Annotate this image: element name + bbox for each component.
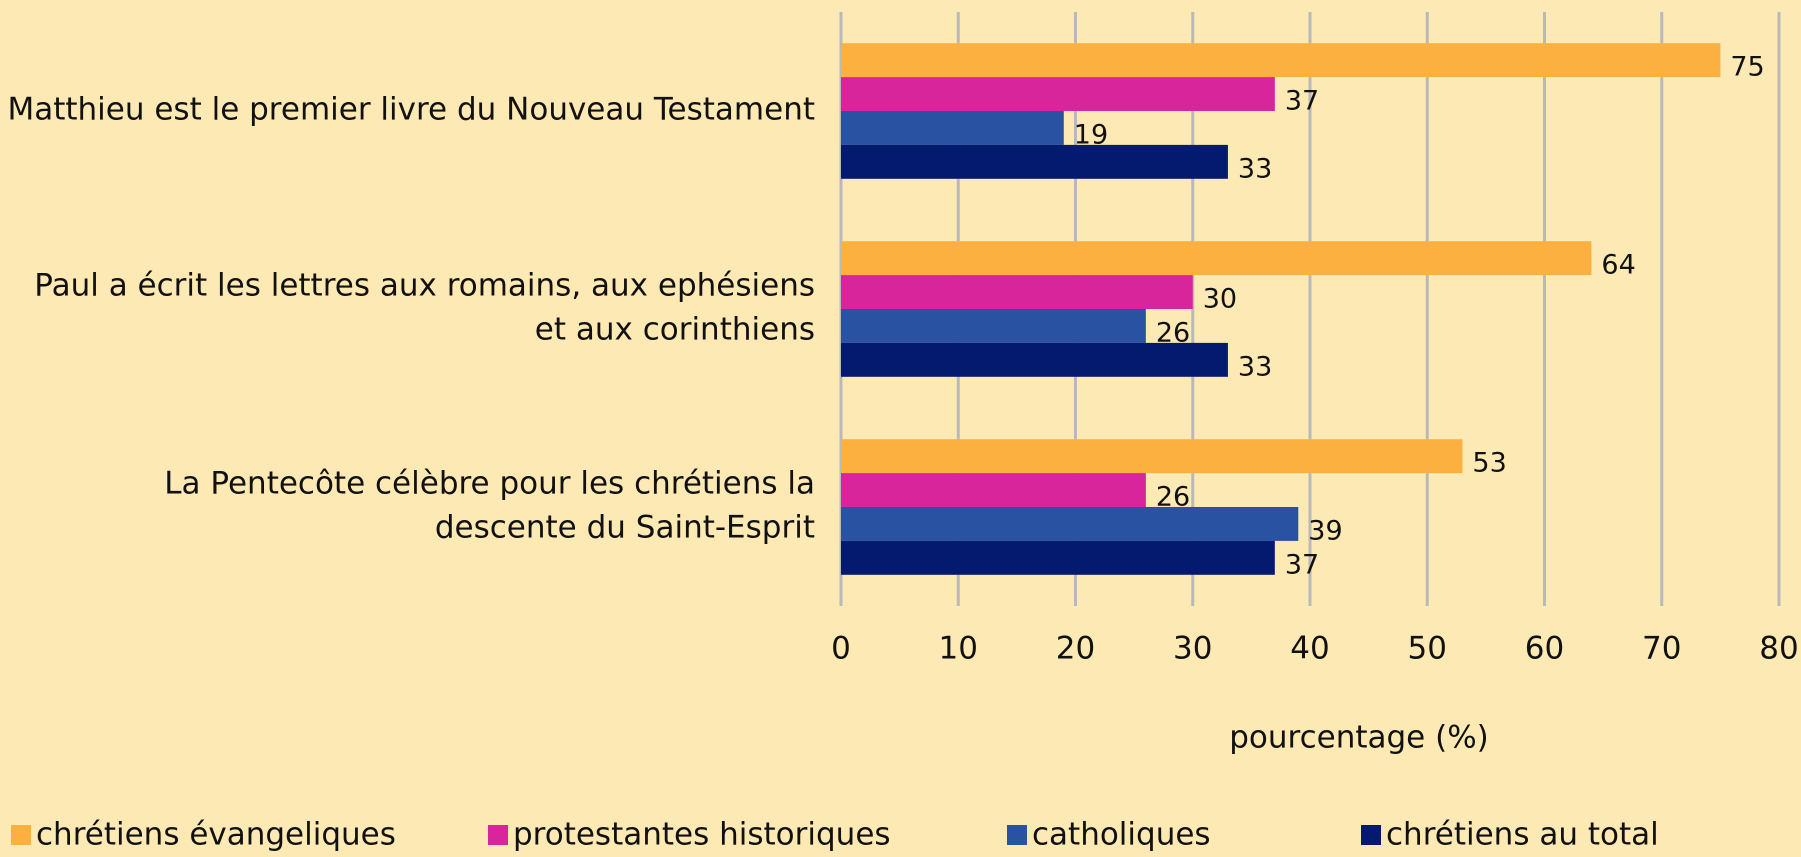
data-label: 33	[1238, 153, 1272, 184]
bar	[841, 111, 1064, 145]
legend-label: chrétiens évangeliques	[36, 817, 396, 853]
bar	[841, 507, 1299, 541]
bar	[841, 43, 1721, 78]
category-label: descente du Saint-Esprit	[435, 510, 815, 546]
data-label: 30	[1203, 284, 1237, 315]
x-tick-label: 0	[831, 631, 851, 667]
category-label: Matthieu est le premier livre du Nouveau…	[7, 92, 815, 128]
category-label: La Pentecôte célèbre pour les chrétiens …	[164, 466, 815, 502]
legend-label: chrétiens au total	[1386, 817, 1659, 853]
bar	[841, 275, 1193, 309]
legend-label: catholiques	[1032, 817, 1211, 853]
x-tick-label: 50	[1408, 631, 1447, 667]
x-tick-label: 20	[1056, 631, 1095, 667]
x-axis-title: pourcentage (%)	[1229, 720, 1489, 756]
x-tick-label: 30	[1173, 631, 1212, 667]
bar	[841, 342, 1228, 377]
x-tick-label: 40	[1290, 631, 1329, 667]
data-label: 39	[1308, 515, 1342, 546]
x-tick-label: 60	[1525, 631, 1564, 667]
category-label: et aux corinthiens	[535, 312, 815, 348]
legend-swatch	[1361, 825, 1381, 845]
data-label: 37	[1285, 549, 1319, 580]
data-label: 37	[1285, 86, 1319, 117]
x-tick-label: 70	[1642, 631, 1681, 667]
bar	[841, 439, 1463, 474]
x-tick-label: 10	[939, 631, 978, 667]
data-label: 64	[1601, 250, 1635, 281]
category-label: Paul a écrit les lettres aux romains, au…	[34, 268, 815, 304]
bar	[841, 309, 1146, 343]
x-tick-label: 80	[1759, 631, 1798, 667]
legend-label: protestantes historiques	[513, 817, 891, 853]
bar	[841, 77, 1275, 111]
legend-swatch	[488, 825, 508, 845]
bar	[841, 144, 1228, 179]
data-label: 75	[1730, 52, 1764, 83]
legend-swatch	[11, 825, 31, 845]
bar	[841, 241, 1592, 276]
bar	[841, 540, 1275, 575]
legend-swatch	[1007, 825, 1027, 845]
bar	[841, 473, 1146, 507]
data-label: 53	[1472, 448, 1506, 479]
data-label: 33	[1238, 351, 1272, 382]
